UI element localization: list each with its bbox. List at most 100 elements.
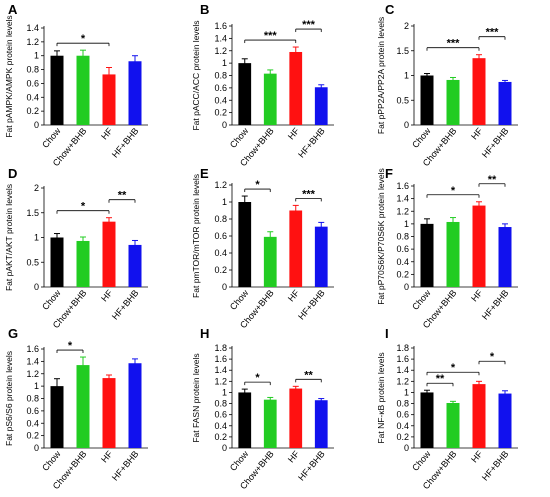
y-tick-label-e: 0 — [222, 282, 227, 292]
y-axis-label-i: Fat NF-κB protein levels — [376, 352, 386, 443]
y-tick-label-i: 1.2 — [396, 376, 409, 386]
y-tick-label-a: 0.2 — [26, 106, 39, 116]
significance-label-d: * — [81, 201, 86, 213]
bar-d-2 — [76, 240, 90, 287]
bar-i-1 — [420, 392, 434, 448]
x-category-label-h: HF — [286, 448, 302, 464]
bar-e-2 — [263, 236, 277, 287]
x-category-label-e: HF — [286, 287, 302, 303]
panel-letter-d: D — [8, 166, 17, 181]
panel-b: B Fat pACC/ACC protein levels 0 0.2 0.4 0.6 0.… — [191, 2, 334, 168]
x-category-label-f: Chow — [410, 287, 433, 311]
panel-letter-c: C — [385, 2, 395, 17]
y-tick-label-h: 1 — [222, 387, 227, 397]
y-tick-label-b: 0.4 — [214, 95, 227, 105]
y-tick-label-b: 0 — [222, 120, 227, 130]
y-tick-label-a: 0.6 — [26, 78, 39, 88]
y-tick-label-a: 0.4 — [26, 92, 39, 102]
y-tick-label-b: 1.2 — [214, 46, 227, 56]
y-tick-label-i: 1.6 — [396, 354, 409, 364]
y-tick-label-i: 0 — [404, 443, 409, 453]
bar-f-2 — [446, 221, 460, 287]
bar-d-4 — [128, 244, 142, 287]
bar-e-4 — [314, 226, 328, 287]
y-tick-label-f: 0.8 — [396, 232, 409, 242]
x-category-label-h: Chow — [228, 448, 251, 472]
bar-d-1 — [50, 237, 64, 287]
bar-c-4 — [498, 81, 512, 125]
significance-label-a: * — [81, 33, 86, 45]
y-tick-label-g: 1 — [34, 381, 39, 391]
panel-letter-i: I — [385, 326, 389, 341]
bar-a-1 — [50, 55, 64, 125]
y-tick-label-d: 2 — [34, 183, 39, 193]
x-category-label-i: Chow — [410, 448, 433, 472]
y-tick-label-c: 0 — [404, 120, 409, 130]
bar-b-2 — [263, 73, 277, 125]
x-category-label-d: Chow — [40, 287, 63, 311]
y-tick-label-b: 1.4 — [214, 33, 227, 43]
y-tick-label-b: 0.6 — [214, 83, 227, 93]
y-tick-label-d: 0.5 — [26, 257, 39, 267]
bar-g-2 — [76, 365, 90, 448]
y-tick-label-f: 1 — [404, 219, 409, 229]
y-tick-label-e: 1.2 — [214, 180, 227, 190]
y-tick-label-d: 0 — [34, 282, 39, 292]
x-category-label-g: HF — [99, 448, 115, 464]
bar-i-2 — [446, 403, 460, 448]
bar-f-4 — [498, 227, 512, 287]
y-axis-label-b: Fat pACC/ACC protein levels — [191, 20, 201, 130]
y-tick-label-h: 0 — [222, 443, 227, 453]
y-tick-label-i: 0.8 — [396, 399, 409, 409]
y-tick-label-h: 0.4 — [214, 421, 227, 431]
y-tick-label-h: 0.2 — [214, 432, 227, 442]
y-tick-label-i: 1.4 — [396, 365, 409, 375]
y-tick-label-i: 0.4 — [396, 421, 409, 431]
bar-g-3 — [102, 378, 116, 448]
significance-label-c: *** — [486, 27, 500, 39]
y-tick-label-e: 1 — [222, 197, 227, 207]
x-category-label-g: Chow — [40, 448, 63, 472]
panel-g: G Fat pS6/S6 protein levels 0 0.2 0.4 0.6 0.8 1… — [4, 326, 148, 491]
y-tick-label-e: 0.2 — [214, 265, 227, 275]
panel-letter-e: E — [200, 166, 209, 181]
significance-label-i: * — [490, 351, 495, 363]
y-axis-label-c: Fat pPP2A/PP2A protein levels — [376, 17, 386, 134]
y-tick-label-a: 1.2 — [26, 37, 39, 47]
significance-label-b: *** — [264, 30, 278, 42]
y-axis-label-f: Fat pP70S6K/P70S6K protein levels — [376, 168, 386, 305]
y-tick-label-h: 1.4 — [214, 365, 227, 375]
significance-label-f: ** — [488, 174, 497, 186]
significance-label-e: *** — [302, 188, 316, 200]
x-category-label-b: HF+BHB — [296, 126, 327, 160]
x-category-label-c: HF — [469, 125, 485, 141]
y-tick-label-i: 0.6 — [396, 410, 409, 420]
bar-i-3 — [472, 384, 486, 448]
bar-b-3 — [289, 51, 303, 125]
significance-label-c: *** — [447, 38, 461, 50]
bar-f-3 — [472, 205, 486, 287]
y-tick-label-c: 2 — [404, 21, 409, 31]
x-category-label-c: Chow — [410, 125, 433, 149]
bar-a-3 — [102, 74, 116, 125]
bar-a-2 — [76, 55, 90, 125]
x-category-label-c: HF+BHB — [480, 126, 511, 160]
y-tick-label-g: 1.6 — [26, 344, 39, 354]
y-tick-label-d: 1.5 — [26, 208, 39, 218]
y-tick-label-h: 1.6 — [214, 354, 227, 364]
significance-label-h: * — [255, 372, 260, 384]
y-axis-label-a: Fat pAMPK/AMPK protein levels — [4, 15, 14, 137]
y-tick-label-b: 1 — [222, 58, 227, 68]
y-tick-label-g: 0.4 — [26, 418, 39, 428]
panel-letter-a: A — [8, 2, 18, 17]
y-tick-label-e: 0.6 — [214, 231, 227, 241]
bar-c-2 — [446, 79, 460, 125]
y-tick-label-b: 0.2 — [214, 108, 227, 118]
y-tick-label-f: 1.2 — [396, 206, 409, 216]
y-tick-label-c: 1.5 — [396, 46, 409, 56]
